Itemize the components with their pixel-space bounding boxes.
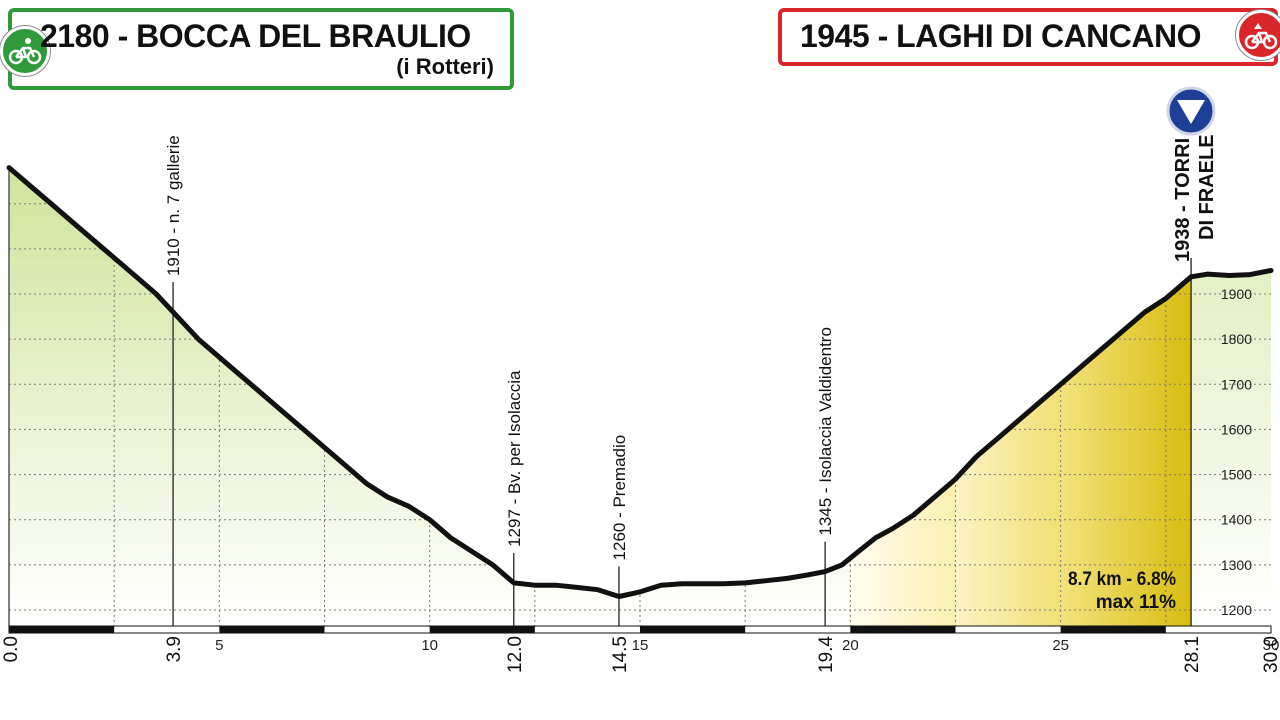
waypoints: 1910 - n. 7 gallerie 1297 - Bv. per Isola… (164, 135, 835, 626)
climb-info: 8.7 km - 6.8% max 11% (1068, 569, 1176, 613)
finish-box: 1945 - LAGHI DI CANCANO (778, 8, 1280, 66)
descent-fill (9, 167, 851, 626)
y-tick-label: 1800 (1221, 331, 1252, 347)
y-tick-label: 1500 (1221, 467, 1252, 483)
x-tick-label: 5 (215, 637, 223, 654)
x-tick-label: 10 (421, 637, 438, 654)
profile-line (6, 165, 1274, 599)
triangle-down-shape (1177, 100, 1205, 124)
waypoint-label: 1297 - Bv. per Isolaccia (505, 370, 524, 547)
cyclist-climb-icon (1236, 10, 1280, 60)
km-axis-segment (429, 626, 535, 633)
climb-info-line2: max 11% (1096, 592, 1176, 613)
km-axis: 5 10 15 20 25 30 (8, 625, 1280, 654)
cyclist-climb-glyph (1244, 23, 1278, 50)
cyclist-icon (0, 26, 50, 76)
km-label: 30.0 (1261, 636, 1280, 673)
climb-section-2 (955, 167, 1061, 626)
y-tick-label: 1200 (1221, 602, 1252, 618)
waypoint-label: 1260 - Premadio (610, 435, 629, 561)
climb-info-line1: 8.7 km - 6.8% (1068, 569, 1176, 590)
x-tick-label: 15 (632, 637, 649, 654)
x-tick-label: 20 (842, 637, 859, 654)
km-axis-segment (9, 626, 115, 633)
y-tick-label: 1600 (1221, 421, 1252, 437)
km-label: 28.1 (1182, 636, 1203, 673)
y-axis-ticks: 1200 1300 1400 1500 1600 1700 1800 1900 (1221, 286, 1252, 618)
km-label: 3.9 (164, 636, 185, 662)
finish-title: 1945 - LAGHI DI CANCANO (800, 18, 1202, 54)
km-label: 12.0 (505, 636, 526, 673)
start-box: 2180 - BOCCA DEL BRAULIO (i Rotteri) (0, 8, 514, 90)
km-axis-segment (640, 626, 746, 633)
waypoint-label: 1910 - n. 7 gallerie (164, 135, 183, 276)
km-axis-segment (1060, 626, 1166, 633)
gpm-label-line1: 1938 - TORRI (1172, 138, 1194, 262)
x-tick-label: 25 (1052, 637, 1069, 654)
x-tick-label: 30 (1263, 637, 1280, 654)
km-axis-segment (850, 626, 956, 633)
km-labels: 0.0 3.9 12.0 14.5 19.4 28.1 30.0 (1, 636, 1280, 673)
km-label: 14.5 (610, 636, 631, 673)
km-label: 0.0 (1, 636, 22, 662)
km-axis-segment (219, 626, 325, 633)
gpm-label-line2: DI FRAELE (1196, 134, 1218, 240)
cyclist-glyph (8, 38, 42, 65)
waypoint-label: 1345 - Isolaccia Valdidentro (816, 327, 835, 536)
gpm-marker: 1938 - TORRI DI FRAELE (1166, 86, 1218, 626)
y-tick-label: 1400 (1221, 512, 1252, 528)
start-title: 2180 - BOCCA DEL BRAULIO (40, 18, 471, 54)
km-label: 19.4 (816, 636, 837, 673)
start-subtitle: (i Rotteri) (396, 54, 494, 79)
y-tick-label: 1700 (1221, 376, 1252, 392)
y-tick-label: 1300 (1221, 557, 1252, 573)
y-tick-label: 1900 (1221, 286, 1252, 302)
